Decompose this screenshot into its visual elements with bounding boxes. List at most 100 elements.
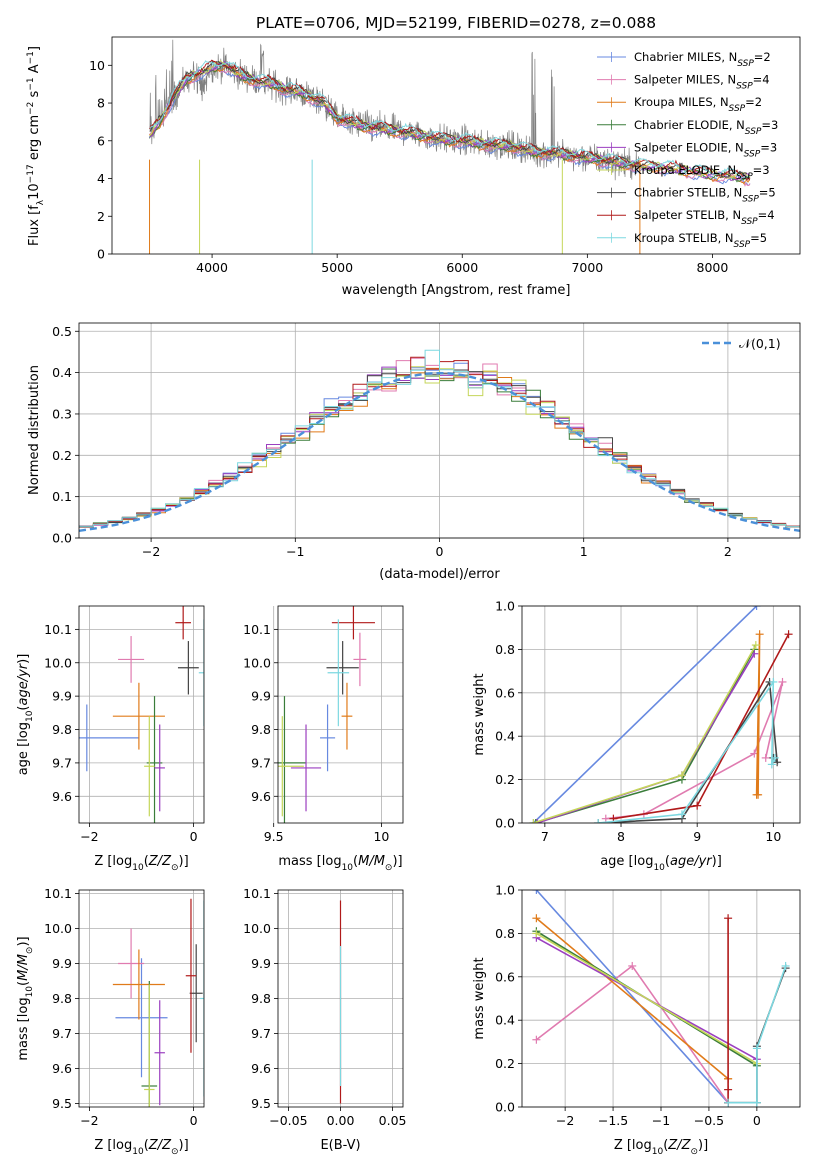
x-tick-label: 0 <box>190 1113 198 1128</box>
y-tick-label: 0.0 <box>52 531 72 546</box>
y-tick-label: 4 <box>97 171 105 186</box>
legend-label: 𝒩(0,1) <box>739 336 781 351</box>
axes-frame <box>78 322 801 539</box>
x-tick-label: 7000 <box>571 260 603 275</box>
legend-label: Kroupa MILES, NSSP=2 <box>634 95 762 114</box>
label-part: )] <box>392 854 402 869</box>
label-part: −2 <box>26 102 36 115</box>
x-axis-label: age [log10(age/yr)] <box>600 854 722 873</box>
label-part: Chabrier STELIB, N <box>634 186 742 200</box>
y-tick-label: 0.1 <box>52 489 72 504</box>
label-part: Kroupa MILES, N <box>634 95 729 109</box>
x-tick-label: 8000 <box>697 260 729 275</box>
residual-hist-axes: −2 −1 0 1 2 0.0 0.1 0.2 0.3 0.4 0.5 <box>52 323 800 559</box>
age-vs-Z-axes: −2 0 9.6 9.7 9.8 9.9 10.0 10.1 <box>44 606 204 844</box>
y-tick-label: 9.6 <box>251 1061 271 1076</box>
axes-frame <box>111 36 801 255</box>
label-part: 10 <box>132 1147 144 1157</box>
x-tick-label: −1 <box>652 1113 670 1128</box>
label-part: ( <box>353 854 358 869</box>
legend-label: Salpeter STELIB, NSSP=4 <box>634 208 775 227</box>
x-tick-label: 10 <box>373 829 389 844</box>
label-part: SSP <box>745 127 762 137</box>
histogram-series <box>79 349 800 528</box>
label-part: ⊙ <box>385 863 393 873</box>
label-part: SSP <box>744 149 761 159</box>
x-tick-label: 9.5 <box>264 829 284 844</box>
y-tick-label: 10.0 <box>44 655 72 670</box>
label-part: Z [log <box>94 854 132 869</box>
label-part: erg cm <box>27 115 42 164</box>
x-tick-label: 2 <box>724 544 732 559</box>
label-part: =4 <box>758 208 775 222</box>
label-part: mass [log <box>16 997 31 1060</box>
x-tick-label: 8 <box>617 829 625 844</box>
label-part: Flux [f <box>27 205 42 246</box>
label-part: =2 <box>754 50 771 64</box>
y-tick-label: 0.2 <box>495 772 515 787</box>
label-part: Chabrier MILES, N <box>634 50 737 64</box>
y-tick-label: 0.8 <box>495 642 515 657</box>
legend-label: Salpeter ELODIE, NSSP=3 <box>634 140 777 159</box>
x-tick-label: 4000 <box>196 260 228 275</box>
label-part: ⊙ <box>690 1147 698 1157</box>
legend-label: Chabrier MILES, NSSP=2 <box>634 50 771 69</box>
axes-frame <box>78 605 205 824</box>
y-tick-label: 0.4 <box>495 729 515 744</box>
legend-label: Kroupa ELODIE, NSSP=3 <box>634 163 770 182</box>
label-part: mass [log <box>278 854 341 869</box>
y-tick-label: 10.0 <box>44 921 72 936</box>
label-part: Salpeter STELIB, N <box>634 208 741 222</box>
y-tick-label: 10.0 <box>243 921 271 936</box>
label-part: SSP <box>736 82 753 92</box>
y-tick-label: 9.9 <box>52 689 72 704</box>
label-part: A <box>27 64 42 77</box>
label-part: =3 <box>760 140 777 154</box>
y-tick-label: 0.4 <box>495 1013 515 1028</box>
weight-series <box>533 644 757 823</box>
x-tick-label: −0.05 <box>269 1113 307 1128</box>
label-part: ( <box>663 1138 668 1153</box>
x-tick-label: 0 <box>190 829 198 844</box>
y-tick-label: 0.6 <box>495 969 515 984</box>
y-tick-label: 1.0 <box>495 599 515 614</box>
spectrum-axes: 4000 5000 6000 7000 8000 0 2 4 6 8 10 <box>89 58 728 275</box>
weight-series <box>728 965 787 1104</box>
y-tick-label: 0.8 <box>495 926 515 941</box>
y-tick-label: 9.7 <box>251 1026 271 1041</box>
label-part: M/M <box>16 954 31 981</box>
label-part: 10 <box>342 863 354 873</box>
x-tick-label: 0.00 <box>327 1113 355 1128</box>
label-part: =5 <box>750 231 767 245</box>
age-vs-Z-points <box>79 606 204 823</box>
y-tick-label: 0.3 <box>52 406 72 421</box>
y-tick-label: 10.1 <box>44 886 72 901</box>
x-tick-label: −0.5 <box>694 1113 724 1128</box>
x-tick-label: 6000 <box>446 260 478 275</box>
x-axis-label: Z [log10(Z/Z⊙)] <box>94 854 188 873</box>
label-part: Salpeter MILES, N <box>634 73 736 87</box>
x-tick-label: −1 <box>286 544 304 559</box>
x-tick-label: 5000 <box>321 260 353 275</box>
x-tick-label: 0 <box>436 544 444 559</box>
x-tick-label: 0.05 <box>379 1113 407 1128</box>
x-tick-label: 1 <box>580 544 588 559</box>
label-part: Kroupa STELIB, N <box>634 231 734 245</box>
x-tick-label: 9 <box>693 829 701 844</box>
y-tick-label: 9.5 <box>251 1096 271 1111</box>
label-part: )] <box>698 1138 708 1153</box>
y-axis-label: Normed distribution <box>27 365 42 495</box>
legend: 𝒩(0,1) <box>702 336 781 351</box>
model-spectrum <box>149 66 751 187</box>
weight-series <box>536 653 755 823</box>
label-part: Kroupa ELODIE, N <box>634 163 736 177</box>
label-part: SSP <box>741 217 758 227</box>
x-axis-label: (data-model)/error <box>379 567 500 582</box>
mass-vs-ebv-axes: −0.05 0.00 0.05 9.5 9.6 9.7 9.8 9.9 10.0 10.1 <box>243 886 406 1128</box>
weight-vs-age-axes: 7 8 9 10 0.0 0.2 0.4 0.6 0.8 1.0 <box>495 599 800 844</box>
legend-label: Chabrier STELIB, NSSP=5 <box>634 186 776 205</box>
label-part: =3 <box>753 163 770 177</box>
y-tick-label: 10 <box>89 58 105 73</box>
